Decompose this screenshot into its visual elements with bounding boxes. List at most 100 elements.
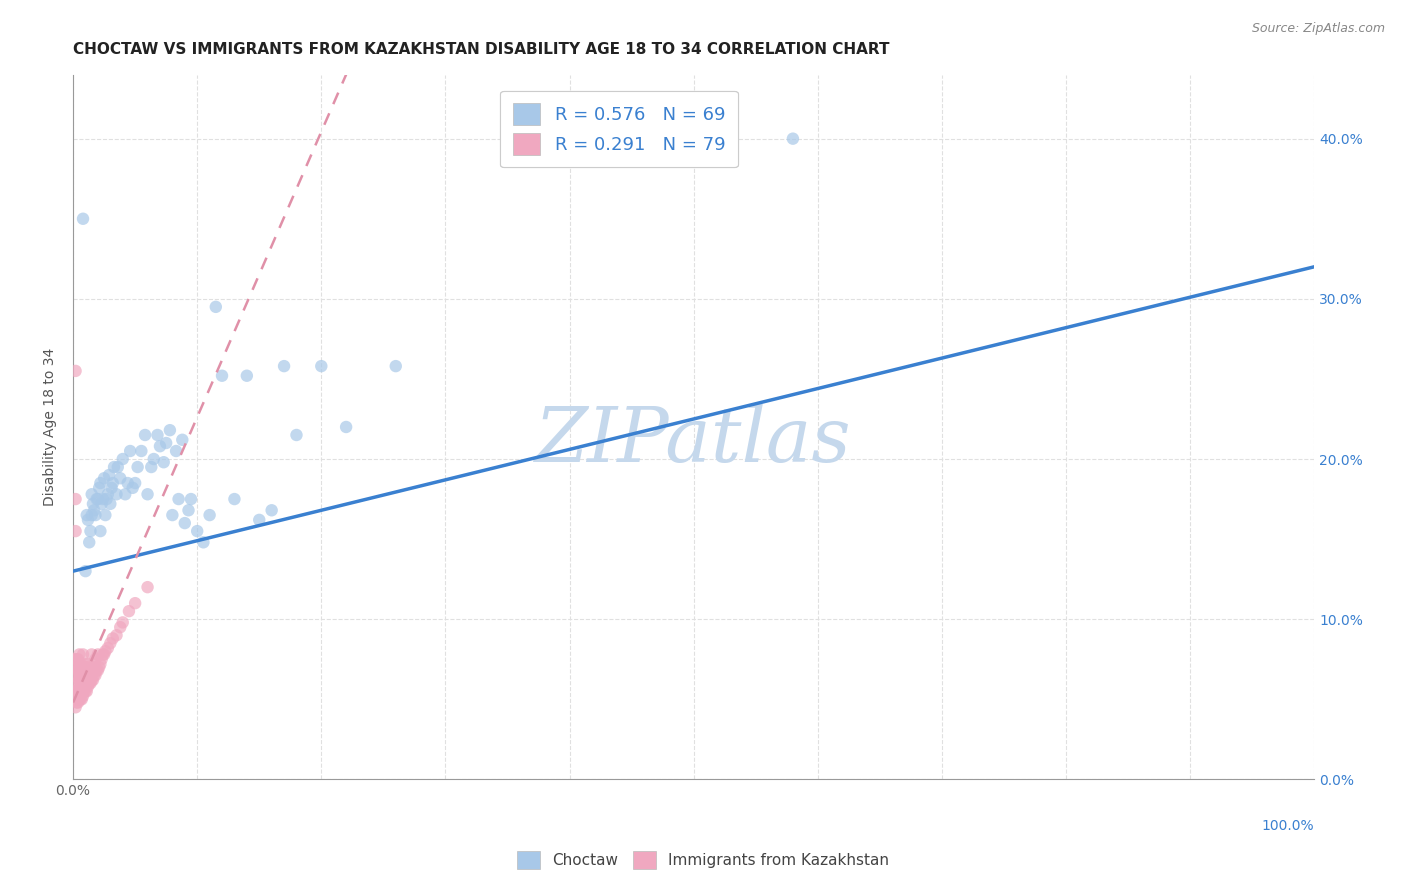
Point [101, 632, 124, 646]
Point [76, 660, 98, 674]
Point [66, 676, 89, 690]
Point [155, 436, 177, 450]
Point [117, 476, 139, 491]
Point [311, 359, 333, 373]
Point [84, 508, 107, 522]
Point [98, 636, 121, 650]
Point [167, 491, 190, 506]
Point [89, 476, 111, 491]
Point [111, 452, 134, 467]
Point [77, 513, 100, 527]
Point [79, 524, 101, 538]
Point [80, 673, 103, 687]
Point [75, 564, 97, 578]
Point [67, 673, 90, 687]
Point [172, 433, 194, 447]
Text: Source: ZipAtlas.com: Source: ZipAtlas.com [1251, 22, 1385, 36]
Point [72, 211, 94, 226]
Point [177, 503, 200, 517]
Point [82, 497, 104, 511]
Point [65, 700, 87, 714]
Point [84, 652, 107, 666]
Point [260, 503, 283, 517]
Point [72, 689, 94, 703]
Point [110, 471, 132, 485]
Point [66, 696, 89, 710]
Text: CHOCTAW VS IMMIGRANTS FROM KAZAKHSTAN DISABILITY AGE 18 TO 34 CORRELATION CHART: CHOCTAW VS IMMIGRANTS FROM KAZAKHSTAN DI… [73, 42, 890, 57]
Legend: R = 0.576   N = 69, R = 0.291   N = 79: R = 0.576 N = 69, R = 0.291 N = 79 [501, 91, 738, 167]
Point [101, 476, 124, 491]
Point [91, 491, 114, 506]
Point [173, 516, 195, 530]
Point [121, 481, 143, 495]
Point [89, 660, 111, 674]
Point [110, 620, 132, 634]
Point [84, 668, 107, 682]
Point [73, 657, 96, 671]
Point [86, 664, 108, 678]
Text: ZIPatlas: ZIPatlas [536, 404, 852, 478]
Point [100, 481, 122, 495]
Point [204, 300, 226, 314]
Point [77, 664, 100, 678]
Point [90, 497, 112, 511]
Point [149, 439, 172, 453]
Point [75, 684, 97, 698]
Point [77, 680, 100, 694]
Point [65, 660, 87, 674]
Point [93, 648, 115, 662]
Point [118, 604, 141, 618]
Point [66, 660, 89, 674]
Point [67, 692, 90, 706]
Point [211, 368, 233, 383]
Point [73, 684, 96, 698]
Point [162, 508, 184, 522]
Point [67, 684, 90, 698]
Point [72, 648, 94, 662]
Point [65, 692, 87, 706]
Point [69, 657, 91, 671]
Point [82, 673, 104, 687]
Point [87, 491, 110, 506]
Point [142, 452, 165, 467]
Point [82, 660, 104, 674]
Text: 100.0%: 100.0% [1261, 820, 1315, 833]
Point [87, 648, 110, 662]
Point [141, 460, 163, 475]
Point [273, 359, 295, 373]
Point [193, 535, 215, 549]
Point [72, 676, 94, 690]
Point [80, 664, 103, 678]
Point [83, 657, 105, 671]
Point [65, 491, 87, 506]
Point [65, 364, 87, 378]
Point [136, 487, 159, 501]
Point [77, 676, 100, 690]
Point [384, 359, 406, 373]
Point [70, 664, 93, 678]
Y-axis label: Disability Age 18 to 34: Disability Age 18 to 34 [44, 348, 58, 506]
Point [285, 428, 308, 442]
Point [180, 491, 202, 506]
Point [107, 460, 129, 475]
Point [63, 684, 86, 698]
Point [83, 668, 105, 682]
Point [186, 524, 208, 538]
Point [72, 664, 94, 678]
Point [67, 668, 90, 682]
Point [69, 668, 91, 682]
Point [136, 580, 159, 594]
Point [98, 468, 121, 483]
Point [65, 676, 87, 690]
Point [91, 648, 114, 662]
Point [131, 444, 153, 458]
Point [89, 524, 111, 538]
Point [79, 676, 101, 690]
Point [80, 487, 103, 501]
Point [70, 680, 93, 694]
Point [89, 481, 111, 495]
Point [69, 680, 91, 694]
Point [77, 657, 100, 671]
Point [105, 487, 128, 501]
Point [165, 444, 187, 458]
